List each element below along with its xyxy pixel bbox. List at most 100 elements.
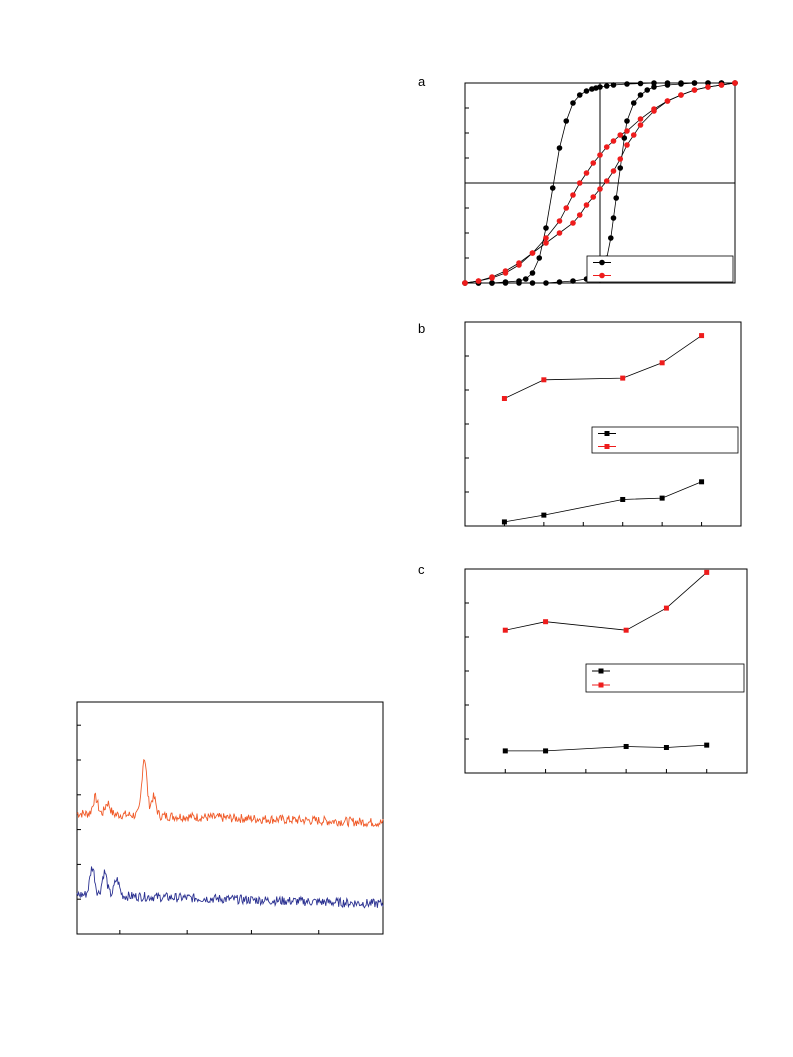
hysteresis-series-1-point [610, 168, 617, 174]
trend-b-series-1-point [699, 333, 705, 339]
hysteresis-series-1-point [637, 116, 644, 122]
hysteresis-series-0-point [529, 270, 536, 276]
spectrum-plot-frame [76, 701, 384, 935]
trend-c-legend-marker-1 [598, 682, 604, 688]
trend-c-series-0-point [502, 748, 508, 754]
hysteresis-series-0-point [651, 80, 657, 86]
hysteresis-series-1-point [664, 98, 671, 104]
hysteresis-series-0-point [583, 88, 590, 94]
hysteresis-series-0-point [549, 185, 556, 191]
hysteresis-series-0-point [624, 118, 630, 124]
hysteresis-series-0-point [610, 215, 617, 221]
hysteresis-series-0-point [664, 82, 671, 88]
hysteresis-series-1-point [576, 212, 583, 218]
trend-c-series-1-point [543, 619, 549, 625]
trend-b-series-1-line [504, 335, 702, 399]
hysteresis-series-1-point [462, 280, 468, 286]
trend-b-series-1-point [541, 377, 547, 383]
hysteresis-series-1-point [475, 278, 482, 284]
hysteresis-series-1-point [543, 235, 549, 241]
hysteresis-series-0-point [516, 280, 522, 286]
hysteresis-series-1-point [543, 240, 549, 246]
hysteresis-series-0-point [603, 83, 610, 89]
panel-b-label: b [418, 321, 426, 336]
hysteresis-series-1-point [489, 274, 495, 280]
hysteresis-series-0-point [489, 280, 495, 286]
hysteresis-series-1-point [610, 138, 617, 144]
trend-c-series-1-point [663, 605, 669, 611]
hysteresis-series-1-point [624, 128, 630, 134]
hysteresis-series-1-point [576, 180, 583, 186]
trend-c-series-1-point [704, 569, 710, 575]
hysteresis-series-0-point [608, 235, 614, 241]
trend-c-series-0-point [663, 745, 669, 750]
hysteresis-series-0-point [556, 145, 563, 151]
hysteresis-series-0-point [570, 100, 576, 106]
panel-c-label: c [418, 562, 425, 577]
trend-b-series-1-point [620, 375, 626, 381]
hysteresis-series-0-point [624, 81, 630, 87]
hysteresis-series-1-point [590, 194, 597, 200]
hysteresis-series-0-point [637, 92, 644, 98]
hysteresis-series-1-point [570, 192, 576, 198]
hysteresis-series-1-point [597, 152, 603, 158]
hysteresis-series-1-point [556, 218, 563, 224]
spectrum-chart [76, 701, 384, 935]
hysteresis-series-1-point [583, 202, 590, 208]
hysteresis-chart [462, 80, 738, 286]
trend-c-series-0-point [623, 743, 629, 749]
trend-chart-b [464, 321, 742, 527]
hysteresis-series-0-point [570, 278, 576, 284]
hysteresis-series-1-point [597, 186, 603, 192]
hysteresis-series-1-point [691, 87, 698, 93]
hysteresis-series-0-point [617, 165, 624, 171]
trend-b-series-0-point [541, 512, 547, 518]
hysteresis-series-1-point [617, 132, 624, 138]
hysteresis-series-1-point [617, 156, 624, 162]
hysteresis-legend-marker-1 [599, 272, 605, 279]
trend-chart-c [464, 568, 748, 774]
trend-b-legend-marker-0 [604, 431, 610, 436]
hysteresis-series-0-point [556, 279, 563, 285]
trend-c-series-1-point [502, 627, 508, 633]
hysteresis-series-0-point [610, 82, 617, 88]
trend-c-series-0-line [505, 744, 707, 752]
panel-a-label: a [418, 74, 426, 89]
trend-b-series-1-point [501, 396, 507, 401]
hysteresis-series-0-point [630, 100, 637, 106]
trend-b-legend-marker-1 [604, 444, 610, 449]
hysteresis-series-1-point [732, 80, 738, 86]
hysteresis-series-0-point [529, 280, 536, 286]
hysteresis-legend-box [586, 255, 734, 283]
trend-b-plot-frame [464, 321, 742, 527]
hysteresis-series-1-point [529, 250, 536, 256]
trend-b-legend-box [591, 426, 739, 454]
hysteresis-series-1-point [516, 260, 522, 266]
hysteresis-series-0-point [678, 81, 684, 87]
hysteresis-series-1-point [603, 144, 610, 150]
spectrum-series-1-trace [76, 866, 384, 909]
hysteresis-series-1-point [590, 160, 597, 166]
trend-c-series-1-point [623, 627, 629, 633]
hysteresis-series-0-point [543, 225, 549, 231]
hysteresis-series-1-point [502, 268, 509, 274]
hysteresis-series-1-point [603, 178, 610, 184]
hysteresis-series-0-point [637, 80, 644, 87]
trend-c-series-0-point [704, 742, 710, 748]
trend-c-series-0-point [543, 748, 549, 754]
hysteresis-series-1-point [563, 205, 570, 211]
hysteresis-series-0-point [651, 84, 657, 90]
hysteresis-series-0-point [502, 280, 509, 286]
hysteresis-series-1-point [718, 82, 725, 88]
hysteresis-series-0-point [563, 118, 570, 124]
hysteresis-series-1-point [570, 220, 576, 226]
hysteresis-series-1-point [678, 92, 684, 98]
trend-b-series-0-point [699, 479, 705, 485]
hysteresis-series-1-point [637, 122, 644, 128]
hysteresis-legend-marker-0 [599, 259, 605, 266]
hysteresis-series-0-point [691, 80, 698, 86]
trend-b-series-0-point [659, 495, 665, 501]
hysteresis-series-1-point [624, 142, 630, 148]
hysteresis-series-0-point [644, 87, 651, 93]
trend-c-legend-box [585, 663, 745, 693]
